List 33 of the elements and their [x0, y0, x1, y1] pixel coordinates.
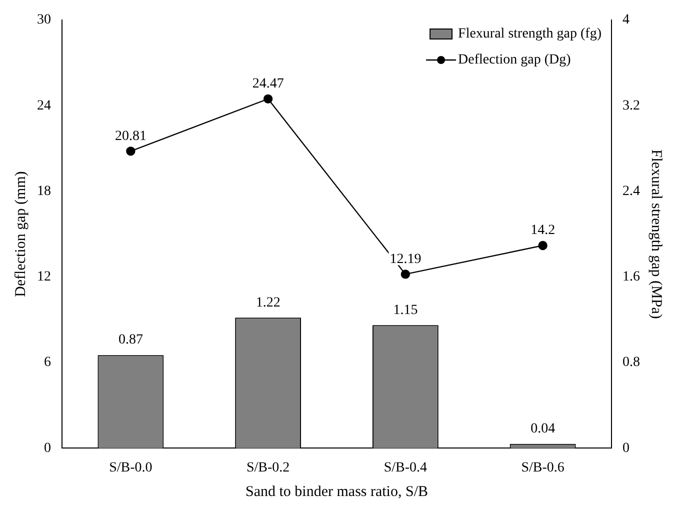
y-tick-label: 18: [37, 184, 51, 199]
x-tick-label: S/B-0.0: [109, 460, 152, 476]
y2-tick-label: 1.6: [622, 270, 640, 285]
data-label: 0.04: [530, 422, 556, 437]
y2-tick-label: 2.4: [622, 184, 640, 199]
point: [400, 270, 410, 279]
y-tick-label: 12: [37, 270, 51, 285]
y-tick-label: 30: [37, 12, 51, 28]
y2-tick-label: 0.8: [622, 355, 640, 370]
y-tick-label: 24: [37, 98, 51, 114]
point: [126, 146, 136, 156]
point: [263, 94, 273, 104]
data-label: 12.19: [390, 252, 422, 267]
legend-label: Flexural strength gap (fg): [458, 26, 602, 42]
data-label: 1.22: [256, 295, 280, 310]
point: [538, 240, 548, 250]
y-axis-title: Deflection gap (mm): [12, 171, 29, 297]
x-axis-title: Sand to binder mass ratio, S/B: [246, 484, 428, 500]
y2-tick-label: 4: [622, 12, 630, 28]
legend-label: Deflection gap (Dg): [458, 52, 572, 68]
y2-tick-label: 0: [622, 440, 630, 456]
y2-axis-title: Flexural strength gap (MPa): [648, 149, 664, 319]
data-label: 14.2: [530, 223, 556, 238]
data-label: 20.81: [114, 128, 146, 144]
data-label: 24.47: [252, 76, 284, 92]
y2-tick-label: 3.2: [622, 98, 640, 114]
y-tick-label: 6: [44, 355, 51, 370]
data-label: 1.15: [393, 302, 418, 318]
x-tick-label: S/B-0.4: [384, 460, 428, 476]
x-tick-label: S/B-0.2: [246, 460, 290, 476]
data-label: 0.87: [118, 332, 143, 348]
x-tick-label: S/B-0.6: [521, 460, 564, 476]
y-tick-label: 0: [44, 440, 51, 456]
